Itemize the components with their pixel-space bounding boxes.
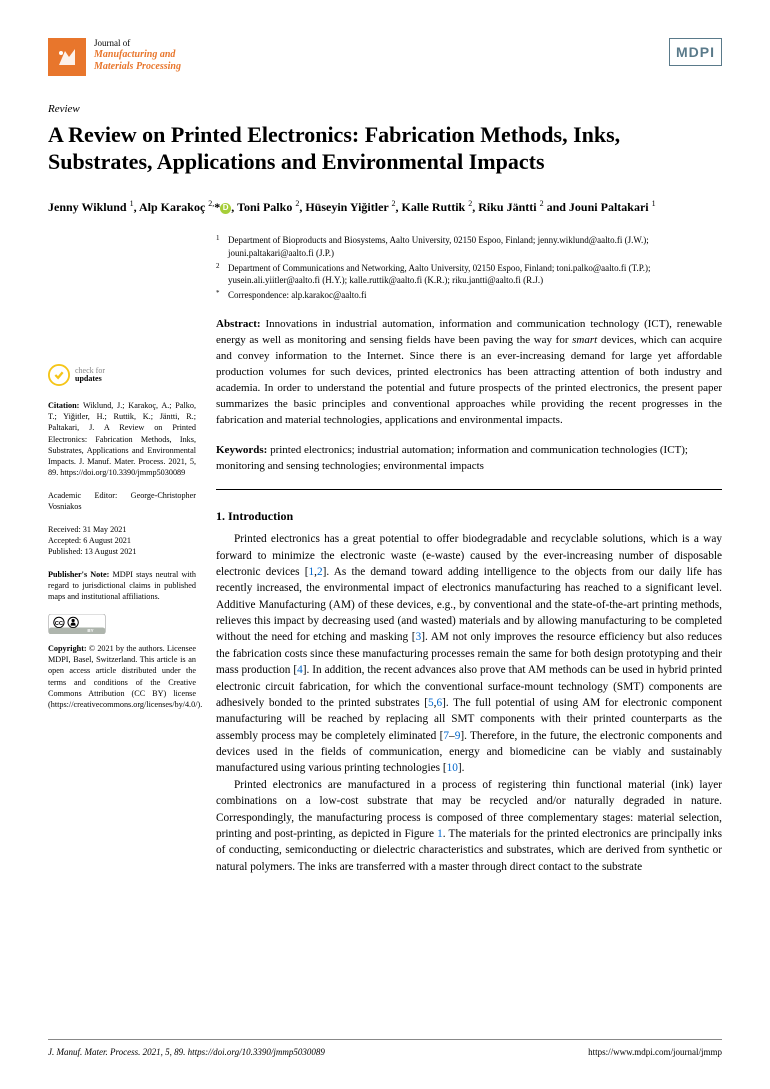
affiliations: 1Department of Bioproducts and Biosystem… [216, 234, 722, 301]
publishers-note: Publisher's Note: MDPI stays neutral wit… [48, 569, 196, 602]
pubnote-label: Publisher's Note: [48, 570, 109, 579]
journal-prefix: Journal of [94, 38, 181, 49]
keywords-text: printed electronics; industrial automati… [216, 444, 688, 472]
citation-text: Wiklund, J.; Karakoç, A.; Palko, T.; Yiğ… [48, 401, 196, 476]
citation-link[interactable]: 1 [308, 566, 314, 578]
authors-line: Jenny Wiklund 1, Alp Karakoç 2,*, Toni P… [48, 198, 722, 216]
editor-label: Academic Editor: [48, 491, 117, 500]
published-date: Published: 13 August 2021 [48, 546, 196, 557]
publisher-logo[interactable]: MDPI [669, 38, 722, 66]
received-date: Received: 31 May 2021 [48, 524, 196, 535]
journal-name-2: Materials Processing [94, 61, 181, 73]
updates-label: updates [75, 375, 105, 384]
abstract-label: Abstract: [216, 318, 261, 330]
dates-block: Received: 31 May 2021 Accepted: 6 August… [48, 524, 196, 557]
affiliation-row: *Correspondence: alp.karakoc@aalto.fi [216, 289, 722, 302]
copyright-text: © 2021 by the authors. Licensee MDPI, Ba… [48, 644, 202, 708]
keywords: Keywords: printed electronics; industria… [216, 443, 722, 475]
intro-para-2: Printed electronics are manufactured in … [216, 777, 722, 875]
citation-label: Citation: [48, 401, 79, 410]
accepted-date: Accepted: 6 August 2021 [48, 535, 196, 546]
citation-link[interactable]: 3 [416, 631, 422, 643]
affiliation-row: 2Department of Communications and Networ… [216, 262, 722, 287]
svg-text:CC: CC [55, 621, 64, 627]
copyright-label: Copyright: [48, 644, 87, 653]
check-updates-badge[interactable]: check for updates [48, 364, 196, 386]
cc-by-badge[interactable]: CC BY [48, 614, 196, 637]
orcid-icon[interactable] [220, 203, 231, 214]
section-1-body: Printed electronics has a great potentia… [216, 531, 722, 875]
journal-brand: Journal of Manufacturing and Materials P… [48, 38, 181, 76]
keywords-label: Keywords: [216, 444, 267, 456]
citation-link[interactable]: 5 [428, 697, 434, 709]
main-content: 1Department of Bioproducts and Biosystem… [216, 234, 722, 875]
citation-link[interactable]: 2 [317, 566, 323, 578]
footer-url[interactable]: https://www.mdpi.com/journal/jmmp [588, 1046, 722, 1059]
check-updates-icon [48, 364, 70, 386]
citation-link[interactable]: 7 [443, 730, 449, 742]
article-title: A Review on Printed Electronics: Fabrica… [48, 121, 722, 176]
affiliation-row: 1Department of Bioproducts and Biosystem… [216, 234, 722, 259]
editor-block: Academic Editor: George-Christopher Vosn… [48, 490, 196, 512]
journal-logo-icon [48, 38, 86, 76]
section-divider [216, 489, 722, 490]
citation-link[interactable]: 4 [297, 664, 303, 676]
citation-block: Citation: Wiklund, J.; Karakoç, A.; Palk… [48, 400, 196, 477]
sidebar: check for updates Citation: Wiklund, J.;… [48, 234, 196, 875]
article-type: Review [48, 102, 722, 118]
citation-link[interactable]: 9 [455, 730, 461, 742]
page-header: Journal of Manufacturing and Materials P… [48, 38, 722, 76]
citation-link[interactable]: 1 [437, 828, 443, 840]
journal-name-1: Manufacturing and [94, 49, 181, 61]
svg-text:BY: BY [87, 628, 93, 633]
citation-link[interactable]: 6 [437, 697, 443, 709]
abstract: Abstract: Innovations in industrial auto… [216, 317, 722, 429]
copyright-block: Copyright: © 2021 by the authors. Licens… [48, 643, 196, 709]
page-footer: J. Manuf. Mater. Process. 2021, 5, 89. h… [48, 1039, 722, 1059]
section-1-heading: 1. Introduction [216, 508, 722, 525]
footer-citation: J. Manuf. Mater. Process. 2021, 5, 89. h… [48, 1046, 325, 1059]
citation-link[interactable]: 10 [447, 762, 458, 774]
abstract-text: Innovations in industrial automation, in… [216, 318, 722, 426]
intro-para-1: Printed electronics has a great potentia… [216, 531, 722, 777]
